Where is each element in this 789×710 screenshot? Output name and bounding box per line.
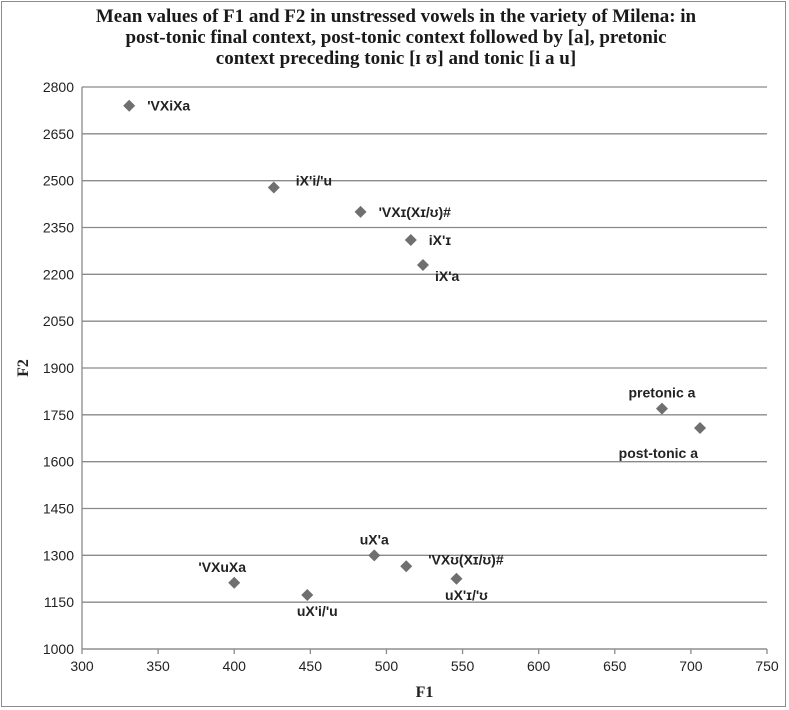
chart-title-line-3: context preceding tonic [ɪ ʊ] and tonic …	[215, 48, 577, 69]
y-tick-label: 2200	[43, 266, 74, 282]
data-point-label: 'VXiXa	[147, 98, 190, 114]
y-tick-label: 1300	[43, 547, 74, 563]
data-point	[450, 572, 463, 585]
chart-title-line-2: post-tonic final context, post-tonic con…	[125, 27, 667, 48]
data-points	[123, 99, 707, 601]
data-point	[354, 205, 367, 218]
chart-title-line-1: Mean values of F1 and F2 in unstressed v…	[95, 6, 697, 27]
data-point-label: iX'ɪ	[429, 232, 452, 248]
data-point	[301, 588, 314, 601]
y-tick-label: 1750	[43, 407, 74, 423]
x-tick-label: 650	[603, 658, 627, 674]
y-axis-title: F2	[15, 359, 32, 377]
data-point	[123, 99, 136, 112]
y-tick-label: 2050	[43, 313, 74, 329]
x-tick-label: 600	[527, 658, 551, 674]
data-point-label: uX'a	[360, 531, 389, 547]
y-tick-label: 1000	[43, 641, 74, 657]
data-point	[404, 233, 417, 246]
y-tick-label: 2800	[43, 79, 74, 95]
data-point-labels: 'VXiXa iX'i/'u 'VXɪ(Xɪ/ʊ)# iX'ɪ iX'a pretonic…	[147, 98, 698, 619]
data-point-label: post-tonic a	[619, 445, 699, 461]
data-point-label: 'VXʊ(Xɪ/ʊ)#	[428, 551, 504, 567]
data-point-label: iX'a	[435, 268, 460, 284]
y-tick-label: 1450	[43, 501, 74, 517]
data-point-label: uX'ɪ/'ʊ	[445, 587, 488, 603]
x-tick-label: 450	[299, 658, 323, 674]
y-tick-label: 2500	[43, 173, 74, 189]
data-point	[368, 549, 381, 562]
data-point-label: uX'i/'u	[297, 603, 338, 619]
y-tick-labels: 1000 1150 1300 1450 1600 1750 1900 2050 2200 2350…	[43, 79, 74, 657]
x-tick-labels: 300 350 400 450 500 550 600 650 700 750	[70, 658, 779, 674]
gridlines	[82, 86, 767, 650]
data-point	[267, 181, 280, 194]
chart-title: Mean values of F1 and F2 in unstressed v…	[60, 6, 732, 69]
data-point	[228, 576, 241, 589]
data-point-label: iX'i/'u	[296, 173, 332, 189]
y-tick-label: 2650	[43, 126, 74, 142]
x-tick-label: 350	[146, 658, 170, 674]
y-tick-label: 1150	[44, 594, 74, 610]
data-point	[400, 560, 413, 573]
data-point	[416, 258, 429, 271]
data-point-label: 'VXɪ(Xɪ/ʊ)#	[379, 204, 452, 220]
data-point	[655, 402, 668, 415]
data-point	[694, 421, 707, 434]
x-tick-label: 300	[70, 658, 94, 674]
data-point-label: pretonic a	[629, 385, 696, 401]
x-axis-title: F1	[416, 684, 434, 701]
x-tick-label: 750	[755, 658, 779, 674]
axes	[81, 87, 768, 654]
x-tick-label: 400	[223, 658, 247, 674]
x-tick-label: 500	[375, 658, 399, 674]
data-point-label: 'VXuXa	[198, 559, 246, 575]
y-tick-label: 1600	[43, 454, 74, 470]
x-tick-label: 700	[679, 658, 703, 674]
x-tick-label: 550	[451, 658, 475, 674]
y-tick-label: 1900	[43, 360, 74, 376]
y-tick-label: 2350	[43, 220, 74, 236]
